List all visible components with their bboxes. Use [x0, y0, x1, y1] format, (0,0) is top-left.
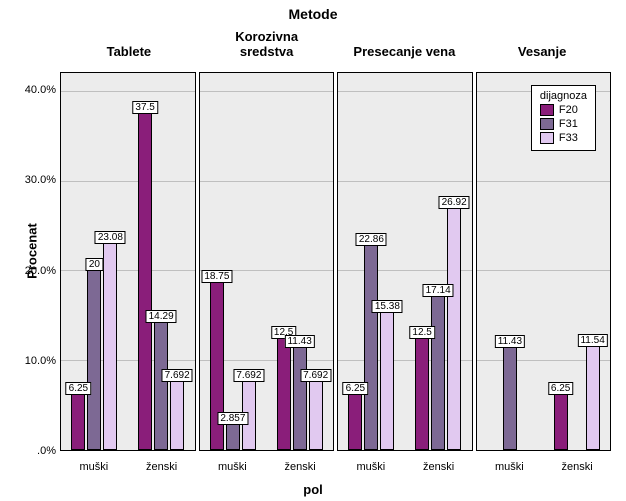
chart-super-title: Metode — [0, 6, 626, 22]
bar-value-label: 11.43 — [284, 335, 314, 348]
legend-label: F33 — [559, 132, 578, 144]
bar-value-label: 22.86 — [356, 233, 387, 246]
x-tick: muški — [476, 461, 544, 473]
bar-value-label: 11.54 — [577, 334, 607, 347]
bar: 11.54 — [586, 346, 600, 450]
bar-value-label: 14.29 — [146, 310, 177, 323]
x-tick: muški — [60, 461, 128, 473]
bar-group: 12.511.437.692 — [266, 73, 333, 450]
y-axis-ticks: .0%10.0%20.0%30.0%40.0% — [0, 72, 60, 451]
bar-value-label: 7.692 — [162, 369, 193, 382]
bar-groups: 18.752.8577.69212.511.437.692 — [200, 73, 334, 450]
bar: 12.5 — [277, 338, 291, 450]
bar: 22.86 — [364, 245, 378, 450]
x-axis-ticks: muškiženskimuškiženskimuškiženskimuškiže… — [60, 461, 611, 473]
bar: 6.25 — [71, 394, 85, 450]
bar-value-label: 15.38 — [372, 300, 403, 313]
legend-item: F33 — [540, 132, 587, 144]
x-tick-panel: muškiženski — [337, 461, 473, 473]
legend-label: F20 — [559, 104, 578, 116]
bar: 11.43 — [293, 347, 307, 450]
bar-groups: 6.252023.0837.514.297.692 — [61, 73, 195, 450]
bar: 37.5 — [138, 113, 152, 450]
bar: 6.25 — [554, 394, 568, 450]
plot-row: 6.252023.0837.514.297.69218.752.8577.692… — [60, 72, 611, 451]
bar-value-label: 23.08 — [95, 231, 126, 244]
bar: 7.692 — [170, 381, 184, 450]
bar: 26.92 — [447, 208, 461, 450]
bar-value-label: 6.25 — [548, 382, 573, 395]
plot-area: 18.752.8577.69212.511.437.692 — [200, 73, 334, 450]
x-tick-panel: muškiženski — [199, 461, 335, 473]
panel-title: Tablete — [60, 30, 198, 60]
bar: 11.43 — [503, 347, 517, 450]
bar-group: 6.252023.08 — [61, 73, 128, 450]
plot-area: 6.2522.8615.3812.517.1426.92 — [338, 73, 472, 450]
y-tick: 30.0% — [25, 174, 56, 186]
y-tick: 40.0% — [25, 84, 56, 96]
chart-panel: 18.752.8577.69212.511.437.692 — [199, 72, 335, 451]
legend-item: F20 — [540, 104, 587, 116]
bar: 12.5 — [415, 338, 429, 450]
bar: 14.29 — [154, 322, 168, 450]
bar: 15.38 — [380, 312, 394, 450]
bar: 2.857 — [226, 424, 240, 450]
bar: 6.25 — [348, 394, 362, 450]
bar-value-label: 7.692 — [300, 369, 331, 382]
legend-title: dijagnoza — [540, 90, 587, 102]
legend: dijagnoza F20 F31 F33 — [531, 85, 596, 151]
chart-panel: 6.252023.0837.514.297.692 — [60, 72, 196, 451]
panel-titles-row: TableteKorozivna sredstvaPresecanje vena… — [60, 30, 611, 60]
x-tick: muški — [337, 461, 405, 473]
bar-value-label: 18.75 — [201, 270, 232, 283]
plot-area: 6.252023.0837.514.297.692 — [61, 73, 195, 450]
y-tick: 10.0% — [25, 355, 56, 367]
bar: 23.08 — [103, 243, 117, 450]
chart-container: Metode TableteKorozivna sredstvaPresecan… — [0, 0, 626, 501]
legend-item: F31 — [540, 118, 587, 130]
bar-groups: 6.2522.8615.3812.517.1426.92 — [338, 73, 472, 450]
x-tick: muški — [199, 461, 267, 473]
y-tick: 20.0% — [25, 265, 56, 277]
bar-value-label: 6.25 — [343, 382, 368, 395]
legend-label: F31 — [559, 118, 578, 130]
legend-swatch — [540, 132, 554, 144]
bar-value-label: 12.5 — [409, 326, 434, 339]
x-tick-panel: muškiženski — [60, 461, 196, 473]
bar-group: 12.517.1426.92 — [405, 73, 472, 450]
bar-value-label: 2.857 — [217, 412, 248, 425]
bar: 20 — [87, 270, 101, 450]
panel-title: Presecanje vena — [336, 30, 474, 60]
chart-panel: 6.2522.8615.3812.517.1426.92 — [337, 72, 473, 451]
bar-value-label: 37.5 — [132, 101, 157, 114]
bar: 7.692 — [309, 381, 323, 450]
bar: 17.14 — [431, 296, 445, 450]
bar-group: 37.514.297.692 — [128, 73, 195, 450]
x-tick: ženski — [266, 461, 334, 473]
bar-value-label: 17.14 — [423, 284, 454, 297]
bar-group: 6.2522.8615.38 — [338, 73, 405, 450]
panel-title: Korozivna sredstva — [198, 30, 336, 60]
legend-swatch — [540, 118, 554, 130]
x-tick: ženski — [405, 461, 473, 473]
x-tick: ženski — [543, 461, 611, 473]
bar-value-label: 20 — [86, 258, 103, 271]
y-tick: .0% — [37, 445, 56, 457]
x-axis-label: pol — [0, 482, 626, 497]
legend-swatch — [540, 104, 554, 116]
bar-value-label: 26.92 — [439, 196, 470, 209]
bar-value-label: 7.692 — [233, 369, 264, 382]
x-tick: ženski — [128, 461, 196, 473]
x-tick-panel: muškiženski — [476, 461, 612, 473]
bar-group: 18.75 2.857 7.692 — [200, 73, 267, 450]
bar-value-label: 11.43 — [495, 335, 525, 348]
panel-title: Vesanje — [473, 30, 611, 60]
bar-value-label: 6.25 — [66, 382, 91, 395]
